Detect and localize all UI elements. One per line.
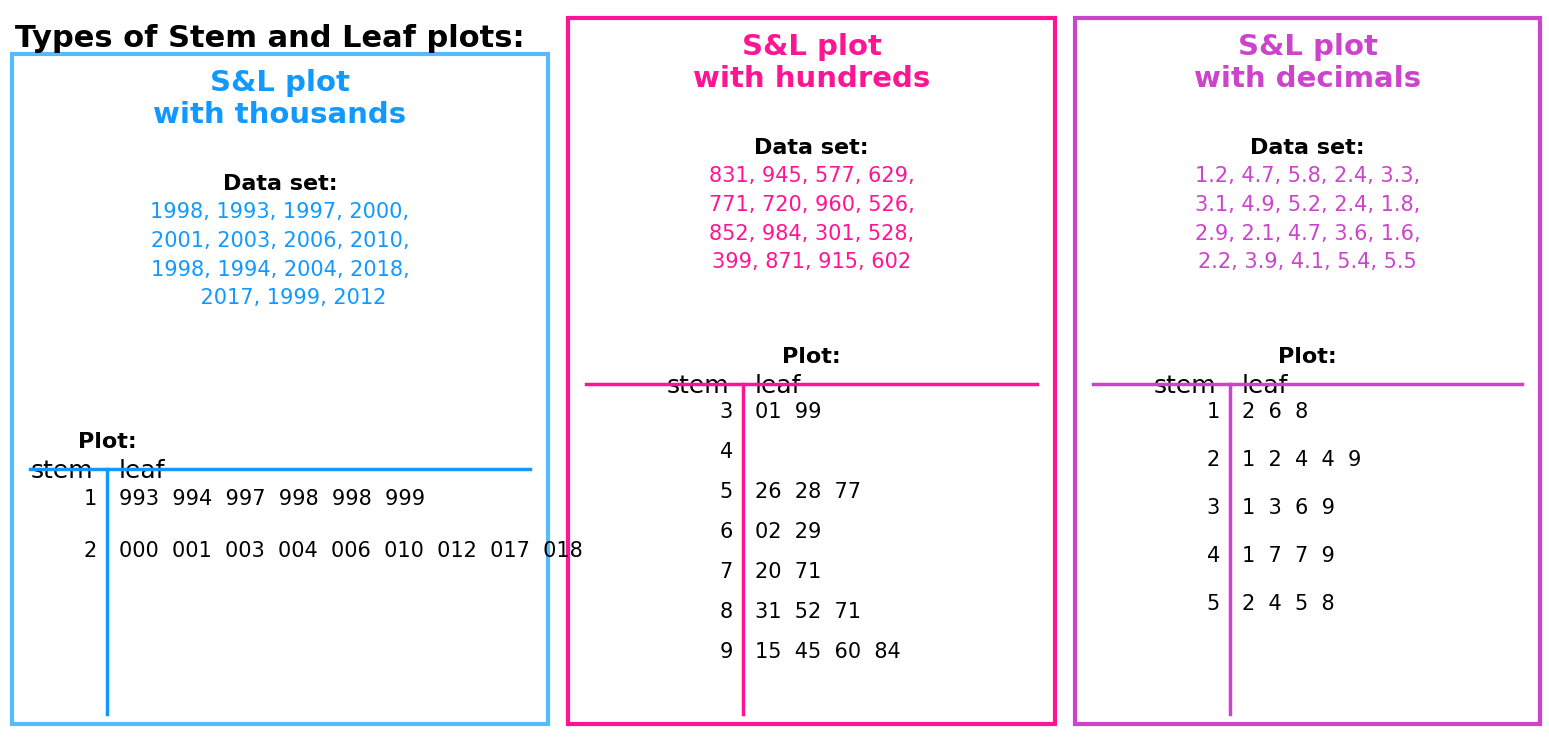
- Text: S&L plot
with decimals: S&L plot with decimals: [1194, 33, 1420, 93]
- Text: 1  3  6  9: 1 3 6 9: [1242, 498, 1335, 518]
- Text: S&L plot
with thousands: S&L plot with thousands: [153, 69, 406, 129]
- FancyBboxPatch shape: [1075, 18, 1540, 724]
- Text: 831, 945, 577, 629,
771, 720, 960, 526,
852, 984, 301, 528,
399, 871, 915, 602: 831, 945, 577, 629, 771, 720, 960, 526, …: [708, 166, 914, 272]
- Text: 20  71: 20 71: [754, 562, 821, 582]
- Text: 2  6  8: 2 6 8: [1242, 402, 1309, 422]
- Text: Plot:: Plot:: [782, 347, 841, 367]
- FancyBboxPatch shape: [568, 18, 1055, 724]
- Text: Plot:: Plot:: [1278, 347, 1337, 367]
- Text: leaf: leaf: [119, 459, 166, 483]
- Text: 5: 5: [1207, 594, 1221, 614]
- Text: Plot:: Plot:: [77, 432, 136, 452]
- Text: Data set:: Data set:: [1250, 138, 1365, 158]
- Text: stem: stem: [666, 374, 730, 398]
- Text: Data set:: Data set:: [223, 174, 338, 194]
- Text: 15  45  60  84: 15 45 60 84: [754, 642, 902, 662]
- Text: 1  7  7  9: 1 7 7 9: [1242, 546, 1335, 566]
- Text: 31  52  71: 31 52 71: [754, 602, 861, 622]
- Text: 01  99: 01 99: [754, 402, 821, 422]
- Text: 6: 6: [720, 522, 733, 542]
- Text: 000  001  003  004  006  010  012  017  018: 000 001 003 004 006 010 012 017 018: [119, 541, 582, 561]
- Text: stem: stem: [31, 459, 93, 483]
- Text: 993  994  997  998  998  999: 993 994 997 998 998 999: [119, 489, 424, 509]
- Text: leaf: leaf: [754, 374, 801, 398]
- Text: 4: 4: [1207, 546, 1221, 566]
- Text: 2  4  5  8: 2 4 5 8: [1242, 594, 1335, 614]
- FancyBboxPatch shape: [12, 54, 548, 724]
- Text: 2: 2: [84, 541, 98, 561]
- Text: 1.2, 4.7, 5.8, 2.4, 3.3,
3.1, 4.9, 5.2, 2.4, 1.8,
2.9, 2.1, 4.7, 3.6, 1.6,
2.2, : 1.2, 4.7, 5.8, 2.4, 3.3, 3.1, 4.9, 5.2, …: [1194, 166, 1420, 272]
- Text: 3: 3: [1207, 498, 1221, 518]
- Text: 02  29: 02 29: [754, 522, 821, 542]
- Text: 1: 1: [1207, 402, 1221, 422]
- Text: 4: 4: [720, 442, 733, 462]
- Text: leaf: leaf: [1242, 374, 1289, 398]
- Text: Data set:: Data set:: [754, 138, 869, 158]
- Text: 1  2  4  4  9: 1 2 4 4 9: [1242, 450, 1362, 470]
- Text: 7: 7: [720, 562, 733, 582]
- Text: Types of Stem and Leaf plots:: Types of Stem and Leaf plots:: [15, 24, 525, 53]
- Text: 8: 8: [720, 602, 733, 622]
- Text: S&L plot
with hundreds: S&L plot with hundreds: [692, 33, 929, 93]
- Text: 26  28  77: 26 28 77: [754, 482, 861, 502]
- Text: 1: 1: [84, 489, 98, 509]
- Text: 5: 5: [720, 482, 733, 502]
- Text: 1998, 1993, 1997, 2000,
2001, 2003, 2006, 2010,
1998, 1994, 2004, 2018,
    2017: 1998, 1993, 1997, 2000, 2001, 2003, 2006…: [150, 202, 409, 309]
- Text: 3: 3: [720, 402, 733, 422]
- Text: 2: 2: [1207, 450, 1221, 470]
- Text: stem: stem: [1154, 374, 1216, 398]
- Text: 9: 9: [720, 642, 733, 662]
